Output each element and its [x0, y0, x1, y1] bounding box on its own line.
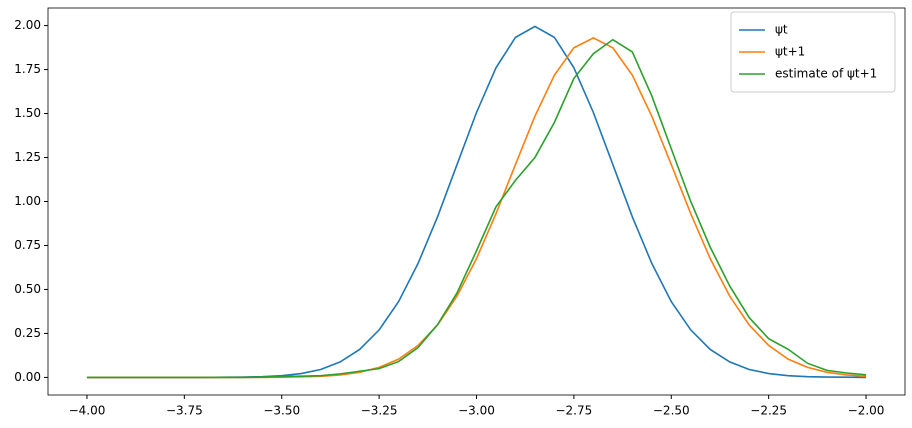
y-tick-label: 0.25: [14, 326, 41, 340]
legend-box: [730, 11, 896, 93]
x-tick-label: −2.75: [555, 404, 592, 418]
x-tick-label: −3.25: [361, 404, 398, 418]
y-tick-label: 0.75: [14, 238, 41, 252]
legend-label: estimate of ψt+1: [775, 67, 877, 81]
y-tick-label: 2.00: [14, 18, 41, 32]
x-tick-label: −3.50: [263, 404, 300, 418]
y-tick-label: 1.50: [14, 106, 41, 120]
y-tick-label: 1.00: [14, 194, 41, 208]
series-line: [86, 38, 867, 379]
legend-label: ψt+1: [775, 45, 805, 59]
y-tick-label: 1.75: [14, 62, 41, 76]
x-tick-label: −2.50: [653, 404, 690, 418]
y-tick-label: 0.50: [14, 282, 41, 296]
legend-label: ψt: [775, 23, 788, 37]
y-tick-label: 0.00: [14, 370, 41, 384]
y-tick-label: 1.25: [14, 150, 41, 164]
plot-frame: [47, 7, 906, 396]
x-tick-label: −4.00: [69, 404, 106, 418]
x-tick-label: −3.00: [458, 404, 495, 418]
x-tick-label: −2.25: [750, 404, 787, 418]
x-tick-label: −3.75: [166, 404, 203, 418]
x-tick-label: −2.00: [848, 404, 885, 418]
